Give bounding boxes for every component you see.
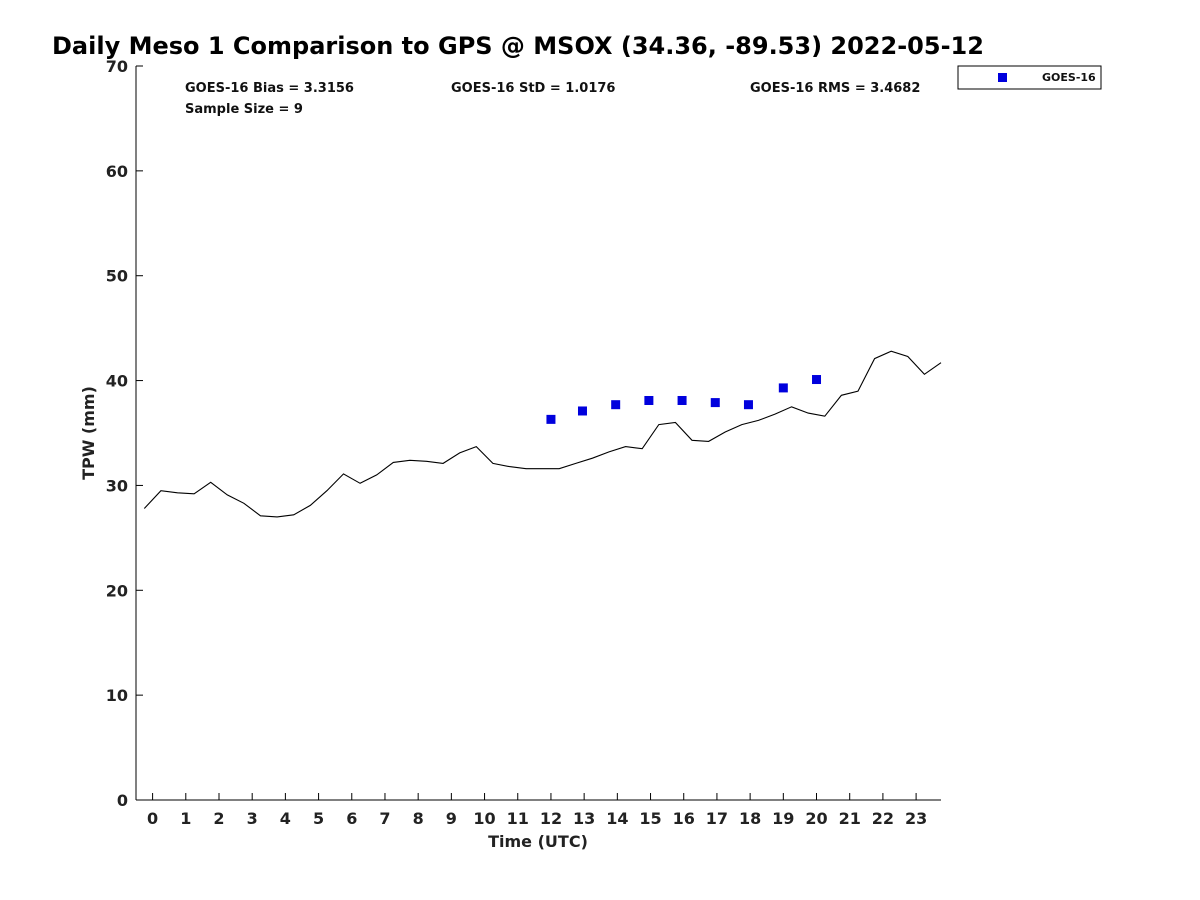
gps-tpw-line (143, 350, 942, 518)
y-tick-label: 10 (106, 686, 128, 705)
bias-stat: GOES-16 Bias = 3.3156 (185, 81, 354, 96)
goes16-point (611, 400, 621, 410)
x-tick-label: 19 (772, 809, 794, 828)
x-tick-label: 16 (673, 809, 695, 828)
x-tick-label: 10 (473, 809, 495, 828)
x-tick-label: 0 (147, 809, 158, 828)
y-tick-label: 60 (106, 162, 128, 181)
legend-label: GOES-16 (1042, 71, 1096, 84)
x-tick-label: 1 (180, 809, 191, 828)
chart-title: Daily Meso 1 Comparison to GPS @ MSOX (3… (52, 32, 984, 60)
x-axis-label: Time (UTC) (488, 832, 588, 851)
x-tick-label: 6 (346, 809, 357, 828)
x-tick-label: 23 (905, 809, 927, 828)
x-tick-label: 14 (606, 809, 628, 828)
goes16-point (812, 375, 822, 385)
x-axis-ticks: 0 1 2 3 4 5 6 7 8 9 10 11 12 13 14 15 16 17 18 19 20 21 22 23 (147, 793, 927, 828)
x-tick-label: 7 (379, 809, 390, 828)
plot-area (143, 350, 942, 518)
y-tick-label: 30 (106, 476, 128, 495)
goes16-point (710, 398, 720, 408)
legend: GOES-16 (957, 65, 1102, 90)
goes16-point (778, 383, 788, 393)
x-tick-label: 2 (213, 809, 224, 828)
std-stat: GOES-16 StD = 1.0176 (451, 81, 615, 96)
x-tick-label: 8 (413, 809, 424, 828)
y-tick-label: 50 (106, 267, 128, 286)
x-tick-label: 15 (639, 809, 661, 828)
x-tick-label: 11 (507, 809, 529, 828)
y-tick-label: 70 (106, 57, 128, 76)
x-tick-label: 12 (540, 809, 562, 828)
rms-stat: GOES-16 RMS = 3.4682 (750, 81, 920, 96)
x-tick-label: 22 (872, 809, 894, 828)
x-tick-label: 18 (739, 809, 761, 828)
x-tick-label: 20 (805, 809, 827, 828)
x-tick-label: 13 (573, 809, 595, 828)
x-tick-label: 9 (446, 809, 457, 828)
y-tick-label: 0 (117, 791, 128, 810)
x-tick-label: 5 (313, 809, 324, 828)
sample-size-stat: Sample Size = 9 (185, 102, 303, 117)
x-tick-label: 21 (839, 809, 861, 828)
goes16-point (743, 400, 753, 410)
y-tick-label: 40 (106, 372, 128, 391)
y-tick-label: 20 (106, 581, 128, 600)
x-tick-label: 3 (247, 809, 258, 828)
goes16-point (546, 414, 556, 424)
goes16-point (677, 395, 687, 405)
y-axis-ticks: 0 10 20 30 40 50 60 70 (106, 57, 143, 810)
y-axis-label: TPW (mm) (79, 386, 98, 480)
x-tick-label: 17 (706, 809, 728, 828)
goes16-point (577, 406, 587, 416)
legend-marker (998, 73, 1007, 82)
legend-box (957, 65, 1102, 90)
goes16-point (644, 395, 654, 405)
x-tick-label: 4 (280, 809, 291, 828)
